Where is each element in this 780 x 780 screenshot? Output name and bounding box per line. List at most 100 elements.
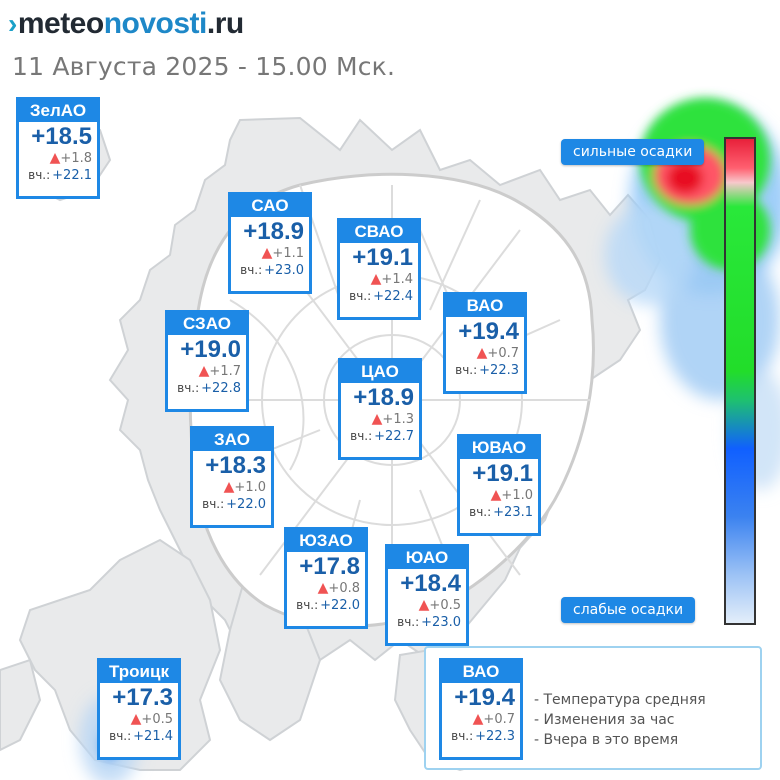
card-temperature: +18.9 [243,218,304,245]
card-name: ЮАО [388,547,466,569]
legend-line-yesterday: - Вчера в это время [534,732,679,748]
card-change: ▲+0.5 [388,597,466,614]
yesterday-label: вч.: [455,363,478,377]
yesterday-label: вч.: [240,263,263,277]
district-card-zao[interactable]: ЗАО +18.3 ▲+1.0 вч.: +22.0 [190,426,274,528]
card-yesterday: вч.: +22.1 [19,167,97,184]
arrow-up-icon: ▲ [223,479,235,495]
card-yesterday: вч.: +22.8 [168,380,246,397]
card-yesterday-value: +23.1 [493,505,533,520]
logo-chevron-icon: › [8,8,17,39]
yesterday-label: вч.: [202,497,225,511]
card-change: ▲+1.8 [19,150,97,167]
card-change-value: +0.7 [483,712,515,727]
card-change: ▲+1.7 [168,363,246,380]
card-change: ▲+1.0 [460,487,538,504]
card-change: ▲+1.3 [341,411,419,428]
card-yesterday: вч.: +22.4 [340,288,418,305]
arrow-up-icon: ▲ [370,271,382,287]
card-change-value: +0.5 [429,598,461,613]
card-yesterday-value: +22.4 [373,289,413,304]
card-name: ЮВАО [460,437,538,459]
card-yesterday: вч.: +22.7 [341,428,419,445]
logo-part-domain: .ru [206,7,244,40]
arrow-up-icon: ▲ [490,487,502,503]
card-temperature: +18.3 [205,452,266,479]
district-card-zelao[interactable]: ЗелАО +18.5 ▲+1.8 вч.: +22.1 [16,97,100,199]
card-temperature: +17.8 [299,553,360,580]
card-name: ВАО [446,295,524,317]
card-change: ▲+0.7 [442,711,520,728]
arrow-up-icon: ▲ [472,711,484,727]
yesterday-label: вч.: [349,289,372,303]
district-card-yuvao[interactable]: ЮВАО +19.1 ▲+1.0 вч.: +23.1 [457,434,541,536]
card-change: ▲+1.4 [340,271,418,288]
yesterday-label: вч.: [177,381,200,395]
district-card-cao[interactable]: ЦАО +18.9 ▲+1.3 вч.: +22.7 [338,358,422,460]
district-card-yuzao[interactable]: ЮЗАО +17.8 ▲+0.8 вч.: +22.0 [284,527,368,629]
district-card-troick[interactable]: Троицк +17.3 ▲+0.5 вч.: +21.4 [97,658,181,760]
card-change: ▲+1.1 [231,245,309,262]
card-change: ▲+1.0 [193,479,271,496]
card-temperature: +19.4 [458,318,519,345]
card-yesterday: вч.: +22.0 [193,496,271,513]
card-temperature: +18.4 [400,570,461,597]
legend-descriptions: - Температура средняя - Изменения за час… [534,690,706,750]
district-card-szao[interactable]: СЗАО +19.0 ▲+1.7 вч.: +22.8 [165,310,249,412]
card-yesterday-value: +21.4 [133,729,173,744]
card-yesterday-value: +22.0 [320,598,360,613]
legend-sample-card: ВАО +19.4 ▲+0.7 вч.: +22.3 [439,658,523,760]
card-yesterday-value: +23.0 [421,615,461,630]
card-yesterday-value: +22.3 [475,729,515,744]
card-name: Троицк [100,661,178,683]
card-name: ВАО [442,661,520,683]
card-change-value: +0.5 [141,712,173,727]
card-name: ЮЗАО [287,530,365,552]
card-temperature: +17.3 [112,684,173,711]
arrow-up-icon: ▲ [476,345,488,361]
card-change-value: +1.0 [234,480,266,495]
card-yesterday-value: +22.3 [479,363,519,378]
district-card-sao[interactable]: САО +18.9 ▲+1.1 вч.: +23.0 [228,192,312,294]
arrow-up-icon: ▲ [198,363,210,379]
card-change: ▲+0.8 [287,580,365,597]
card-yesterday-value: +22.1 [52,168,92,183]
district-card-yuao[interactable]: ЮАО +18.4 ▲+0.5 вч.: +23.0 [385,544,469,646]
arrow-up-icon: ▲ [49,150,61,166]
legend-line-hourly-change: - Изменения за час [534,712,675,728]
card-change-value: +1.7 [209,364,241,379]
logo-part-meteo: meteo [17,7,104,40]
arrow-up-icon: ▲ [261,245,273,261]
card-temperature: +19.4 [454,684,515,711]
card-change-value: +0.7 [487,346,519,361]
district-card-vao[interactable]: ВАО +19.4 ▲+0.7 вч.: +22.3 [443,292,527,394]
card-yesterday-value: +22.0 [226,497,266,512]
card-yesterday: вч.: +22.0 [287,597,365,614]
card-change: ▲+0.5 [100,711,178,728]
yesterday-label: вч.: [469,505,492,519]
card-yesterday: вч.: +22.3 [442,728,520,745]
card-yesterday-value: +22.7 [374,429,414,444]
legend-line-avg-temp: - Температура средняя [534,692,706,708]
card-yesterday: вч.: +22.3 [446,362,524,379]
arrow-up-icon: ▲ [317,580,329,596]
card-change-value: +0.8 [328,581,360,596]
arrow-up-icon: ▲ [130,711,142,727]
card-change-value: +1.8 [60,151,92,166]
card-temperature: +18.9 [353,384,414,411]
card-temperature: +19.1 [352,244,413,271]
yesterday-label: вч.: [350,429,373,443]
district-card-svao[interactable]: СВАО +19.1 ▲+1.4 вч.: +22.4 [337,218,421,320]
card-temperature: +19.0 [180,336,241,363]
card-name: САО [231,195,309,217]
card-name: СВАО [340,221,418,243]
card-yesterday-value: +22.8 [201,381,241,396]
scale-label-light: слабые осадки [561,597,696,623]
card-yesterday: вч.: +23.0 [231,262,309,279]
card-yesterday: вч.: +23.0 [388,614,466,631]
card-temperature: +18.5 [31,123,92,150]
card-yesterday: вч.: +21.4 [100,728,178,745]
card-yesterday-value: +23.0 [264,263,304,278]
yesterday-label: вч.: [28,168,51,182]
site-logo[interactable]: ›meteonovosti.ru [8,6,244,42]
